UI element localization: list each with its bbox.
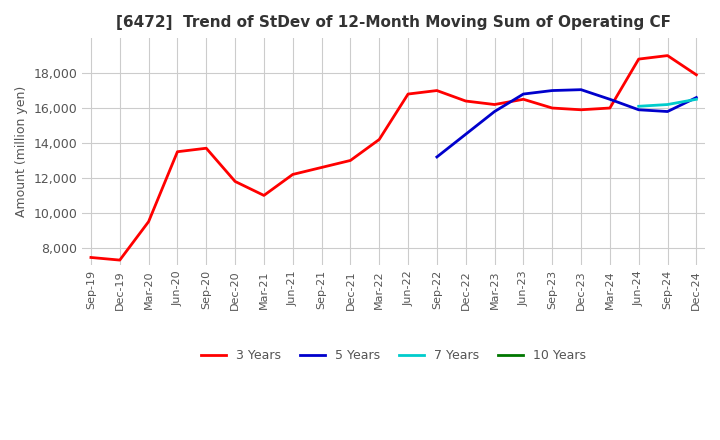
3 Years [663,53,672,58]
3 Years [692,72,701,77]
3 Years [173,149,181,154]
3 Years [404,92,413,97]
3 Years [577,107,585,112]
3 Years [289,172,297,177]
Legend: 3 Years, 5 Years, 7 Years, 10 Years: 3 Years, 5 Years, 7 Years, 10 Years [197,344,591,367]
7 Years [663,102,672,107]
3 Years [318,165,326,170]
5 Years [606,97,614,102]
3 Years [260,193,269,198]
3 Years [231,179,240,184]
5 Years [692,95,701,100]
Line: 5 Years: 5 Years [437,90,696,157]
3 Years [462,99,470,104]
5 Years [490,109,499,114]
5 Years [663,109,672,114]
7 Years [634,104,643,109]
3 Years [202,146,210,151]
5 Years [577,87,585,92]
Line: 3 Years: 3 Years [91,55,696,260]
3 Years [490,102,499,107]
3 Years [548,106,557,111]
5 Years [519,92,528,97]
3 Years [144,219,153,224]
3 Years [86,255,95,260]
5 Years [462,132,470,137]
7 Years [692,97,701,102]
3 Years [346,158,355,163]
3 Years [115,257,124,263]
5 Years [433,154,441,160]
3 Years [519,97,528,102]
Title: [6472]  Trend of StDev of 12-Month Moving Sum of Operating CF: [6472] Trend of StDev of 12-Month Moving… [116,15,671,30]
5 Years [634,107,643,112]
3 Years [375,137,384,142]
Line: 7 Years: 7 Years [639,99,696,106]
3 Years [634,56,643,62]
5 Years [548,88,557,93]
3 Years [433,88,441,93]
Y-axis label: Amount (million yen): Amount (million yen) [15,86,28,217]
3 Years [606,106,614,111]
